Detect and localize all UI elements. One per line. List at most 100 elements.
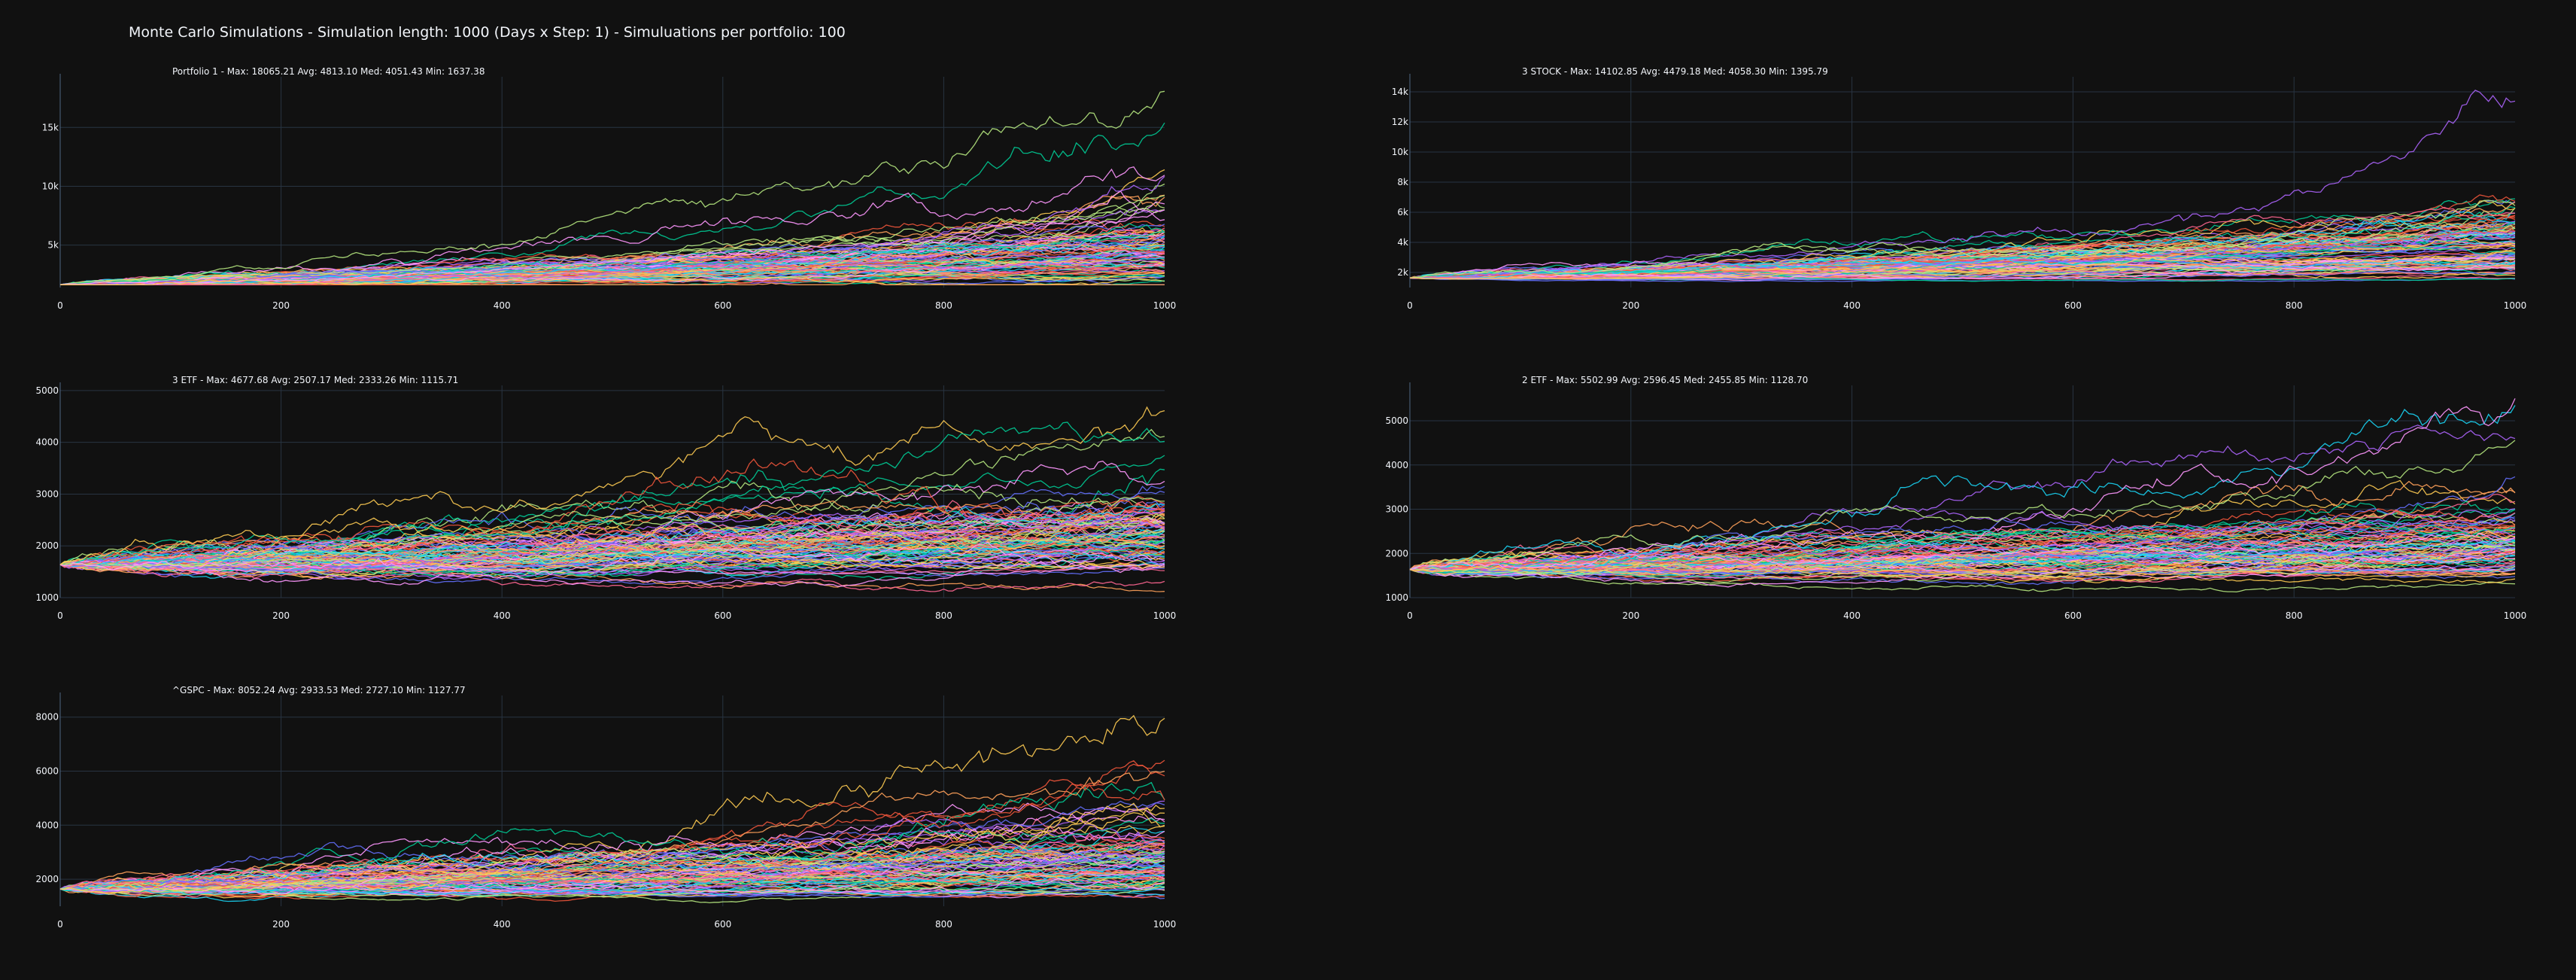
x-tick-label: 800 (2286, 300, 2303, 311)
simulation-line (1409, 568, 2516, 593)
y-tick-label: 15k (42, 122, 59, 132)
simulation-line (1409, 398, 2516, 571)
simulation-line (59, 90, 1165, 285)
simulation-line (59, 784, 1165, 891)
simulation-line (1409, 405, 2516, 571)
x-tick-label: 0 (57, 610, 63, 621)
y-tick-label: 4000 (35, 820, 59, 830)
x-tick-label: 1000 (1153, 300, 1177, 311)
subplot-title: 2 ETF - Max: 5502.99 Avg: 2596.45 Med: 2… (1522, 375, 1808, 385)
x-tick-label: 200 (272, 919, 290, 930)
simulation-line (59, 240, 1165, 285)
simulation-line (60, 238, 1165, 285)
simulation-line (59, 497, 1165, 567)
x-tick-label: 800 (935, 919, 952, 930)
simulation-line (59, 847, 1165, 893)
y-tick-label: 2k (1397, 267, 1408, 278)
simulation-line (1409, 264, 2516, 280)
y-tick-label: 2000 (1385, 548, 1408, 558)
x-tick-label: 600 (714, 300, 731, 311)
simulation-line (1409, 552, 2516, 576)
simulation-line (59, 843, 1165, 891)
simulation-line (59, 422, 1165, 565)
y-tick-label: 2000 (35, 540, 59, 551)
simulation-line (59, 501, 1165, 565)
simulation-line (59, 832, 1165, 890)
simulation-line (60, 260, 1165, 285)
simulation-line (59, 531, 1165, 568)
simulation-line (59, 862, 1165, 890)
x-tick-label: 400 (494, 610, 511, 621)
x-tick-label: 200 (272, 300, 290, 311)
simulation-line (1409, 565, 2516, 588)
x-tick-label: 800 (935, 610, 952, 621)
simulation-lines (1409, 90, 2516, 282)
simulation-line (59, 877, 1165, 893)
subplot-title: 3 ETF - Max: 4677.68 Avg: 2507.17 Med: 2… (172, 375, 458, 385)
simulation-line (59, 406, 1165, 571)
figure-title: Monte Carlo Simulations - Simulation len… (129, 24, 846, 41)
x-tick-label: 600 (714, 610, 731, 621)
y-tick-label: 4000 (1385, 460, 1408, 470)
y-tick-label: 10k (42, 181, 59, 191)
y-tick-label: 5000 (1385, 415, 1408, 426)
simulation-line (59, 458, 1165, 566)
x-tick-label: 200 (1622, 300, 1639, 311)
simulation-line (59, 225, 1165, 285)
x-tick-label: 400 (1843, 610, 1861, 621)
y-tick-label: 2000 (35, 874, 59, 884)
simulation-line (59, 802, 1165, 895)
x-tick-label: 800 (2286, 610, 2303, 621)
y-tick-label: 1000 (1385, 592, 1408, 603)
y-tick-label: 5k (47, 240, 59, 251)
y-tick-label: 14k (1392, 87, 1408, 97)
x-tick-label: 0 (57, 919, 63, 930)
x-tick-label: 600 (714, 919, 731, 930)
simulation-line (60, 272, 1165, 285)
simulation-line (59, 550, 1165, 571)
y-tick-label: 8k (1397, 177, 1408, 187)
y-tick-label: 8000 (35, 712, 59, 723)
x-tick-label: 0 (57, 300, 63, 311)
subplot-1: Portfolio 1 - Max: 18065.21 Avg: 4813.10… (42, 66, 1176, 311)
simulation-line (59, 875, 1165, 895)
simulation-line (1409, 248, 2516, 280)
simulation-line (1409, 519, 2516, 571)
simulation-line (1409, 544, 2516, 577)
simulation-line (1410, 266, 2516, 279)
simulation-line (59, 553, 1165, 587)
simulation-line (1409, 532, 2516, 571)
x-tick-label: 1000 (2504, 300, 2527, 311)
simulation-line (59, 503, 1165, 568)
simulation-line (59, 545, 1165, 573)
y-tick-label: 4k (1397, 237, 1408, 248)
subplot-title: 3 STOCK - Max: 14102.85 Avg: 4479.18 Med… (1522, 66, 1828, 77)
simulation-line (59, 519, 1165, 579)
subplot-title: Portfolio 1 - Max: 18065.21 Avg: 4813.10… (172, 66, 485, 77)
x-tick-label: 400 (494, 300, 511, 311)
x-tick-label: 200 (272, 610, 290, 621)
simulation-line (1409, 232, 2516, 278)
simulation-line (1409, 525, 2516, 574)
simulation-line (59, 543, 1165, 565)
subplot-4: 2 ETF - Max: 5502.99 Avg: 2596.45 Med: 2… (1385, 375, 2526, 621)
y-tick-label: 6000 (35, 766, 59, 777)
simulation-line (59, 517, 1165, 565)
x-tick-label: 0 (1407, 300, 1413, 311)
simulation-line (1409, 206, 2515, 278)
simulation-line (60, 122, 1165, 285)
simulation-line (1409, 556, 2516, 580)
x-tick-label: 200 (1622, 610, 1639, 621)
simulation-line (1409, 534, 2516, 573)
y-tick-label: 12k (1392, 117, 1408, 127)
x-tick-label: 1000 (2504, 610, 2527, 621)
simulation-line (1409, 525, 2516, 577)
x-tick-label: 1000 (1153, 919, 1177, 930)
subplot-title: ^GSPC - Max: 8052.24 Avg: 2933.53 Med: 2… (172, 685, 466, 695)
simulation-lines (59, 714, 1165, 904)
simulation-line (59, 852, 1165, 895)
simulation-line (59, 759, 1165, 890)
y-tick-label: 4000 (35, 437, 59, 448)
simulation-line (59, 195, 1165, 285)
